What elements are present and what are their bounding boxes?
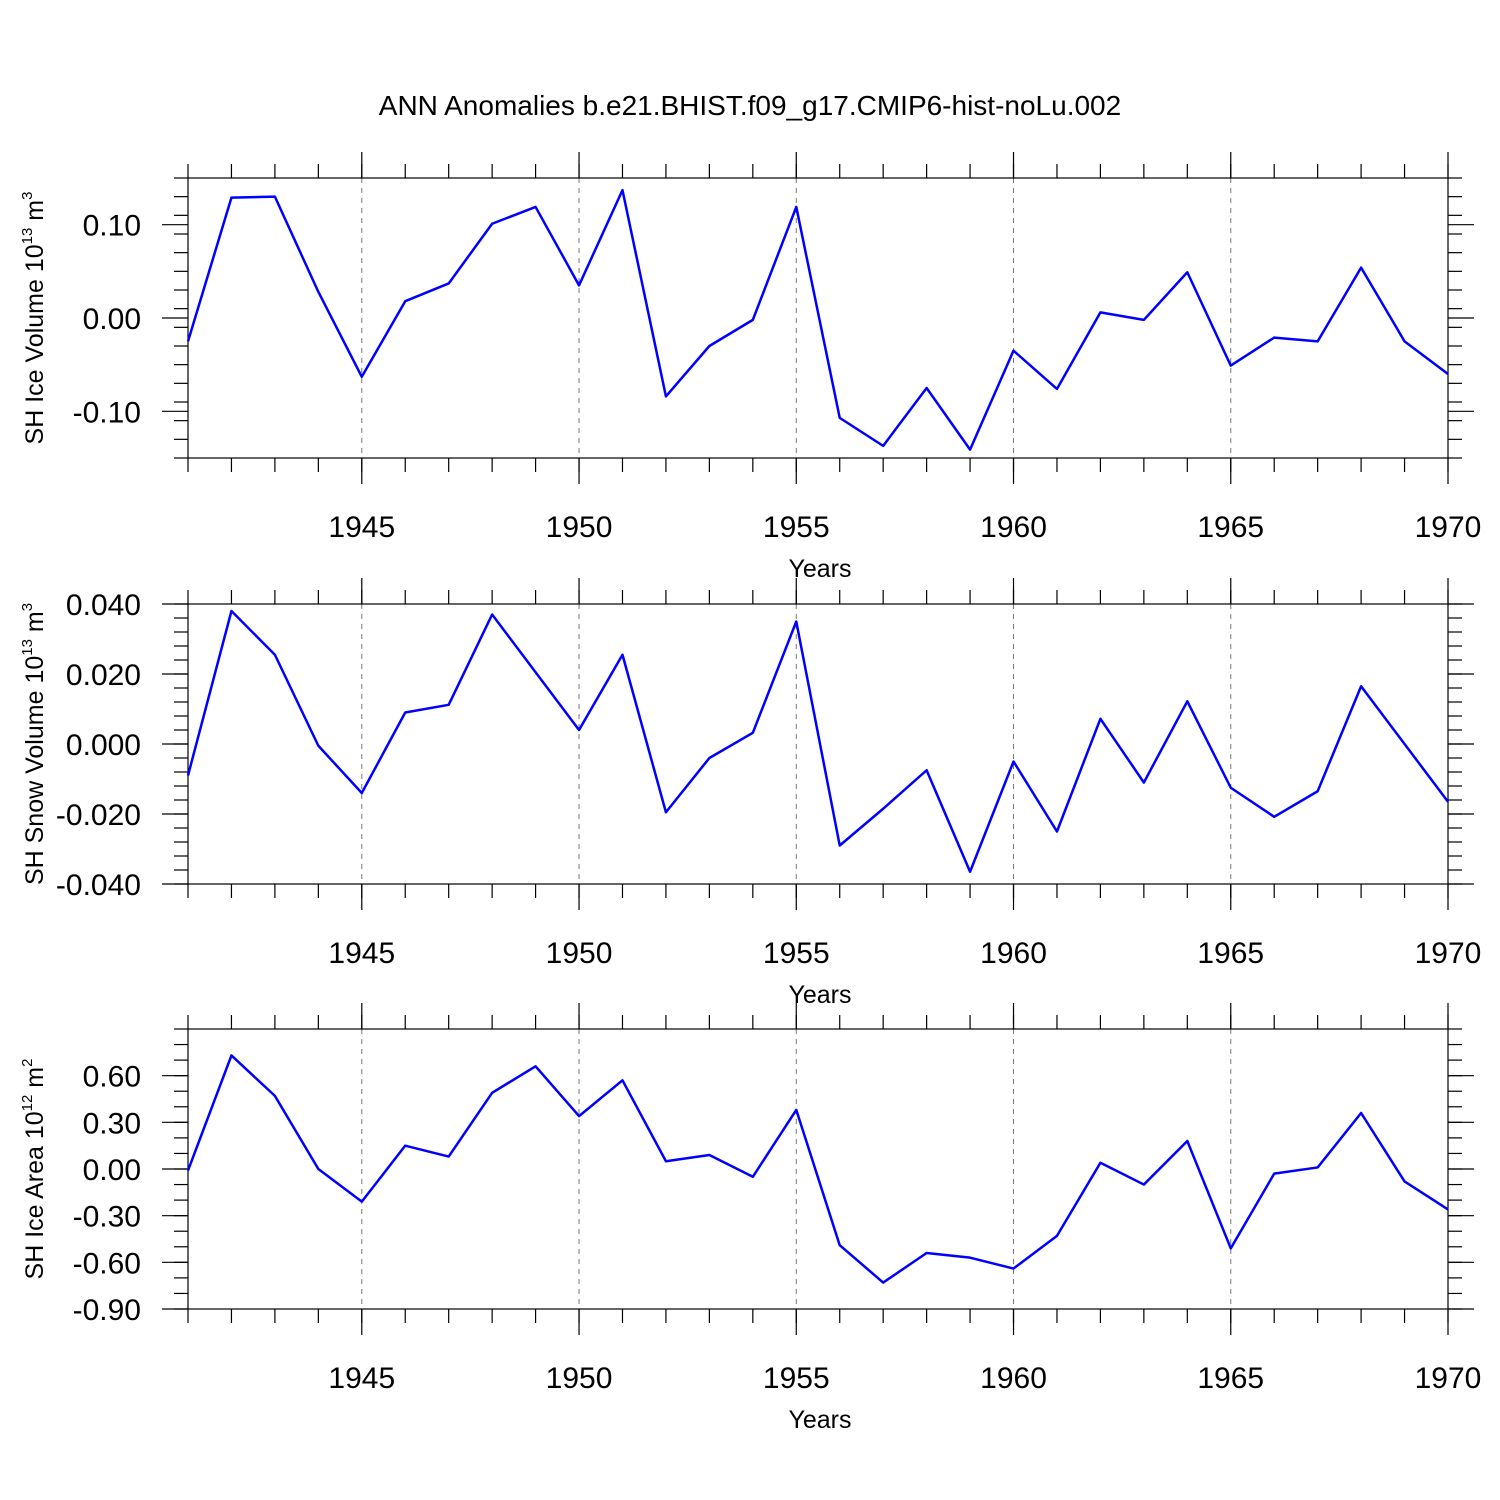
x-tick-label: 1950 [546, 937, 613, 970]
y-tick-label: 0.040 [66, 589, 141, 622]
plot-frame [187, 1028, 1449, 1310]
y-tick-label: -0.10 [73, 396, 141, 429]
x-axis-label: Years [788, 981, 851, 1009]
y-tick-label: 0.020 [66, 659, 141, 692]
y-tick-label: -0.020 [56, 799, 141, 832]
x-tick-label: 1960 [980, 1362, 1047, 1395]
x-tick-label: 1945 [328, 511, 395, 544]
figure-title: ANN Anomalies b.e21.BHIST.f09_g17.CMIP6-… [379, 90, 1121, 121]
x-tick-label: 1965 [1197, 511, 1264, 544]
y-axis-label: SH Ice Volume 1013 m3 [19, 192, 49, 445]
x-tick-label: 1960 [980, 937, 1047, 970]
series-line [186, 609, 1449, 873]
y-axis-label: SH Ice Area 1012 m2 [19, 1059, 49, 1280]
x-tick-label: 1960 [980, 511, 1047, 544]
panel-3: 0.60 0.30 0.00 -0.30 -0.60 -0.90 1945 1950 1955 1… [19, 1003, 1481, 1434]
x-tick-label: 1955 [763, 937, 830, 970]
x-tick-label: 1945 [328, 937, 395, 970]
x-tick-label: 1965 [1197, 1362, 1264, 1395]
panel-2: 0.040 0.020 0.000 -0.020 -0.040 1945 1950 1955 1… [19, 578, 1481, 1009]
x-tick-label: 1970 [1415, 511, 1482, 544]
x-tick-label: 1970 [1415, 937, 1482, 970]
x-tick-label: 1970 [1415, 1362, 1482, 1395]
x-tick-label: 1950 [546, 511, 613, 544]
y-tick-label: 0.30 [83, 1107, 141, 1140]
x-tick-label: 1955 [763, 511, 830, 544]
x-tick-label: 1950 [546, 1362, 613, 1395]
y-tick-label: -0.30 [73, 1201, 141, 1234]
x-axis-label: Years [788, 555, 851, 583]
y-tick-label: -0.60 [73, 1247, 141, 1280]
x-tick-label: 1955 [763, 1362, 830, 1395]
series-line [186, 1054, 1449, 1284]
x-axis-label: Years [788, 1406, 851, 1434]
x-tick-label: 1945 [328, 1362, 395, 1395]
y-tick-label: 0.00 [83, 1154, 141, 1187]
y-tick-label: -0.040 [56, 869, 141, 902]
plot-frame [187, 177, 1449, 459]
y-tick-label: -0.90 [73, 1294, 141, 1327]
y-tick-label: 0.00 [83, 303, 141, 336]
series-line [186, 188, 1449, 451]
y-axis-label: SH Snow Volume 1013 m3 [19, 603, 49, 885]
panel-1: 0.10 0.00 -0.10 1945 1950 1955 1960 1965 1970 Yea… [19, 152, 1481, 583]
y-tick-label: 0.000 [66, 729, 141, 762]
plot-frame [187, 603, 1449, 885]
y-tick-label: 0.10 [83, 210, 141, 243]
x-tick-label: 1965 [1197, 937, 1264, 970]
y-tick-label: 0.60 [83, 1061, 141, 1094]
